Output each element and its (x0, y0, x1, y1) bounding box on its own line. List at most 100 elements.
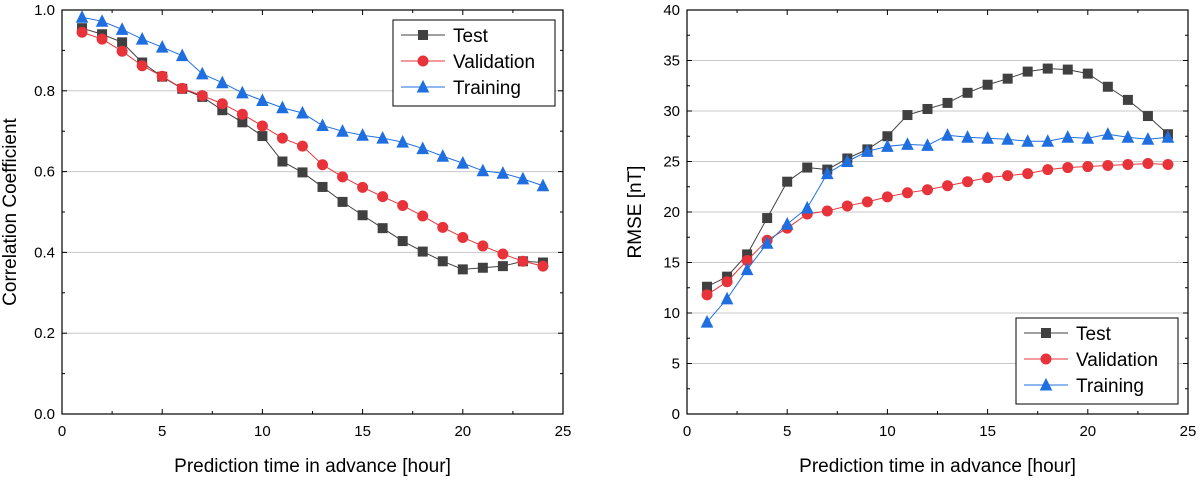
panel2-series-training-point (841, 154, 854, 167)
panel2-series-training-point (881, 139, 894, 152)
panel1-series-test-point (437, 256, 448, 267)
panel1-series-training-point (476, 163, 490, 177)
panel2-y-tick-label: 25 (663, 154, 680, 171)
panel2-series-training-point (861, 144, 874, 157)
panel2-series-training-point (1101, 127, 1115, 140)
panel1-series-validation-point (256, 120, 268, 132)
panel1-series-test-point (457, 264, 468, 275)
panel2-series-training-point (961, 130, 974, 143)
panel1-series-training-point (115, 22, 129, 35)
panel1-series-validation-point (276, 132, 288, 144)
panel2-series-validation-point (861, 196, 873, 208)
panel2-series-validation-point (721, 276, 733, 288)
panel1-series-training-point (195, 66, 209, 80)
panel1-series-validation-point (437, 221, 449, 233)
panel1-series-test-point (357, 210, 368, 221)
panel2-series-training-point (700, 314, 714, 328)
panel2-series-training-point (1161, 130, 1175, 143)
panel1-x-tick-label: 20 (454, 423, 471, 440)
panel1-series-validation-point (76, 26, 88, 38)
panel1-series-training-point (296, 105, 309, 119)
panel2-series-training-point (780, 217, 794, 230)
panel2-series-test-point (902, 110, 913, 121)
panel2-series-validation-point (881, 191, 893, 203)
panel1-y-tick-label: 0.4 (34, 244, 55, 261)
panel2-series-training-point (1061, 130, 1075, 143)
panel1-series-validation-point (136, 60, 148, 72)
panel2-legend-label-test: Test (1076, 324, 1112, 345)
panel1-y-tick-label: 0.6 (34, 164, 55, 181)
panel2-series-test-point (962, 87, 973, 98)
panel2-series-validation-point (1142, 158, 1154, 170)
panel2-series-validation-point (921, 184, 933, 196)
panel2-series-training-point (921, 138, 934, 151)
panel2-plot-frame (686, 9, 1189, 415)
panel1-series-validation-point (517, 255, 529, 267)
panel1-series-validation-point (377, 191, 389, 203)
panel2-series-training-line (706, 133, 1169, 323)
panel1-series-validation-point (477, 240, 489, 252)
panel2-series-validation-point (942, 180, 954, 192)
panel1-series-training-point (536, 178, 550, 192)
panel2-y-tick-label: 40 (663, 2, 680, 19)
panel1-series-validation-point (116, 45, 128, 57)
panel2-series-validation-point (1022, 168, 1034, 180)
panel1-series-validation-point (96, 33, 108, 45)
panel2-series-validation-point (982, 172, 994, 184)
panel1-series-training-point (336, 124, 349, 137)
panel1-series-validation-point (236, 108, 248, 120)
panel2-y-tick-label: 10 (663, 305, 680, 322)
panel2-y-tick-label: 20 (663, 204, 680, 221)
panel2-legend-label-validation: Validation (1076, 350, 1158, 371)
panel2-series-validation-line (706, 163, 1168, 296)
panel2-series-validation-point (1082, 161, 1094, 173)
panel2-series-test-point (1062, 64, 1073, 75)
panel1-x-tick-label: 10 (254, 423, 271, 440)
panel1-series-training-point (516, 171, 530, 185)
panel2-series-validation-point (962, 176, 974, 188)
panel2-series-training-point (981, 131, 994, 144)
panel1-series-test-point (117, 37, 128, 48)
panel1-x-tick-label: 0 (58, 423, 66, 440)
panel2-series-training-point (941, 128, 954, 141)
panel2-y-tick-label: 30 (663, 103, 680, 120)
panel1-series-test-point (297, 167, 308, 178)
panel1-series-validation-point (497, 248, 509, 260)
panel2-series-training-point (1121, 130, 1135, 143)
panel2-series-test-point (922, 103, 933, 114)
panel2-series-training-point (1081, 131, 1095, 144)
panel2-series-test-point (942, 97, 953, 108)
panel2-legend-marker-test (1041, 328, 1051, 338)
panel1-series-training-point (436, 149, 450, 162)
panel2-series-test-point (1002, 73, 1013, 84)
panel2-series-validation-point (1042, 164, 1054, 176)
panel2-y-axis-title: RMSE [nT] (625, 166, 646, 259)
panel2-series-test-point (762, 213, 773, 224)
panel1-x-tick-label: 15 (354, 423, 371, 440)
panel1-series-validation-point (317, 159, 329, 171)
panel2-series-training-point (1001, 132, 1014, 145)
panel2-series-training-point (740, 262, 754, 276)
panel1-series-validation-point (537, 260, 549, 272)
panel1-series-validation-point (196, 90, 208, 102)
panel1-legend-marker-validation (417, 55, 429, 67)
panel1-x-tick-label: 5 (158, 423, 166, 440)
panel1-series-test-point (277, 156, 288, 167)
panel1-series-training-point (416, 141, 430, 155)
panel1-series-training-point (175, 48, 189, 62)
panel2-series-validation-point (821, 205, 833, 217)
panel1-series-training-point (155, 40, 169, 53)
panel1-series-test-point (317, 181, 328, 192)
panel2-series-validation-point (1002, 170, 1014, 182)
panel2-series-training-point (820, 166, 834, 180)
panel1-series-validation-point (296, 140, 308, 152)
panel1-series-validation-point (457, 231, 469, 243)
panel2-series-validation-point (1122, 159, 1134, 171)
panel2-series-training-point (901, 137, 914, 150)
panel1-series-training-point (236, 85, 249, 99)
panel2-x-tick-label: 5 (783, 423, 791, 440)
panel1-legend-marker-training (416, 79, 430, 93)
panel2-series-test-point (802, 162, 813, 173)
panel1-series-test-point (497, 261, 508, 272)
panel1-series-validation-point (417, 210, 429, 222)
